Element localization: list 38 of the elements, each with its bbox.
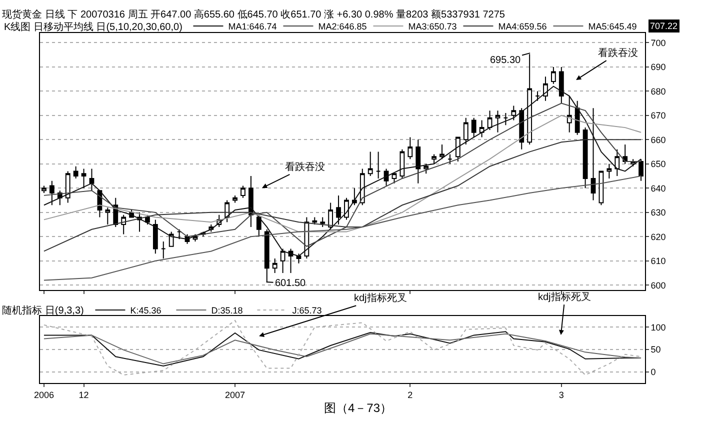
x-tick-label: 2006 bbox=[34, 390, 54, 400]
y-tick-label: 700 bbox=[650, 38, 666, 48]
text: 707.22 bbox=[650, 21, 678, 31]
y-tick-label: 630 bbox=[650, 208, 666, 218]
legend-label: MA5:645.49 bbox=[588, 22, 637, 32]
y-tick-label: 650 bbox=[650, 159, 666, 170]
y-tick-label: 660 bbox=[650, 134, 666, 145]
annotation: 看跌吞没 bbox=[598, 47, 638, 59]
y-tick-label: 690 bbox=[650, 62, 666, 72]
legend-label: MA1:646.74 bbox=[228, 22, 277, 32]
legend-label: K:45.36 bbox=[130, 305, 162, 316]
legend-label: MA2:646.85 bbox=[318, 22, 367, 32]
y-tick-label: 50 bbox=[650, 344, 661, 355]
legend-label: D:35.18 bbox=[211, 305, 243, 316]
x-tick-label: 2007 bbox=[225, 390, 246, 400]
legend-label: MA4:659.56 bbox=[498, 22, 547, 32]
legend-label: MA3:650.73 bbox=[408, 22, 457, 32]
y-tick-label: 680 bbox=[650, 86, 666, 96]
legend-label: J:65.73 bbox=[292, 305, 322, 316]
y-tick-label: 640 bbox=[650, 183, 666, 194]
annotation: 看跌吞没 bbox=[285, 161, 325, 173]
y-tick-label: 670 bbox=[650, 110, 666, 121]
text: kdj指标死叉 bbox=[538, 291, 591, 303]
annotation: 601.50 bbox=[275, 278, 306, 289]
text: 图（4－73） bbox=[324, 401, 392, 415]
text: kdj指标死叉 bbox=[354, 292, 407, 304]
annotation: 695.30 bbox=[490, 55, 522, 66]
y-tick-label: 610 bbox=[650, 256, 666, 266]
chart-title: 随机指标 日(9,3,3) bbox=[2, 304, 84, 316]
y-tick-label: 600 bbox=[650, 280, 666, 290]
y-tick-label: 620 bbox=[650, 232, 666, 242]
chart-title: 现货黄金 日线 下 20070316 周五 开647.00 高655.60 低645.70 收651.70 涨 +6.30 0.98% 量8203 额5337931 7275 bbox=[2, 8, 506, 20]
x-tick-label: 3 bbox=[558, 390, 564, 400]
chart-subtitle: K线图 日移动平均线 日(5,10,20,30,60,0) bbox=[4, 21, 182, 33]
y-tick-label: 100 bbox=[650, 322, 666, 332]
y-tick-label: 0 bbox=[650, 366, 656, 377]
x-tick-label: 12 bbox=[78, 390, 89, 400]
x-tick-label: 2 bbox=[408, 390, 413, 400]
